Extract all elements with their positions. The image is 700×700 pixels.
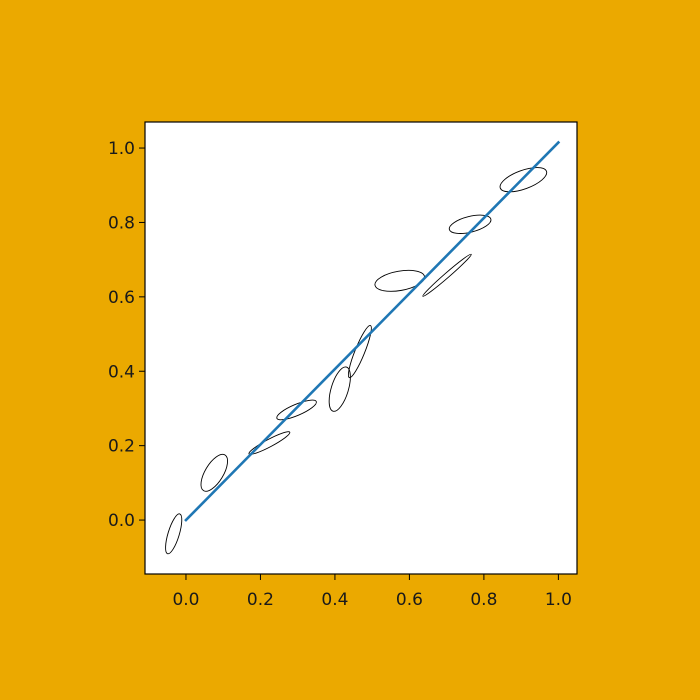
x-tick-label-2: 0.4 bbox=[321, 590, 348, 610]
x-tick-label-4: 0.8 bbox=[470, 590, 497, 610]
ellipse-0 bbox=[165, 513, 183, 555]
y-tick-label-4: 0.8 bbox=[108, 213, 135, 233]
series-layer bbox=[184, 140, 561, 522]
ellipse-7 bbox=[422, 253, 472, 297]
ellipse-3 bbox=[276, 399, 317, 421]
y-tick-label-3: 0.6 bbox=[108, 288, 135, 308]
y-tick-label-0: 0.0 bbox=[108, 511, 135, 531]
ellipse-4 bbox=[328, 366, 351, 412]
ellipse-2 bbox=[248, 431, 291, 455]
ellipse-9 bbox=[499, 167, 548, 193]
y-tick-label-5: 1.0 bbox=[108, 139, 135, 159]
x-axis-ticks: 0.0 0.2 0.4 0.6 0.8 1.0 bbox=[172, 574, 572, 610]
x-tick-label-0: 0.0 bbox=[172, 590, 199, 610]
axes-frame bbox=[144, 121, 578, 575]
y-axis-ticks: 0.0 0.2 0.4 0.6 0.8 1.0 bbox=[108, 139, 145, 531]
series-line-0 bbox=[184, 140, 561, 522]
ellipse-1 bbox=[200, 453, 229, 492]
y-tick-label-1: 0.2 bbox=[108, 437, 135, 457]
x-tick-label-1: 0.2 bbox=[247, 590, 274, 610]
x-tick-label-5: 1.0 bbox=[545, 590, 572, 610]
y-tick-label-2: 0.4 bbox=[108, 362, 135, 382]
x-tick-label-3: 0.6 bbox=[396, 590, 423, 610]
